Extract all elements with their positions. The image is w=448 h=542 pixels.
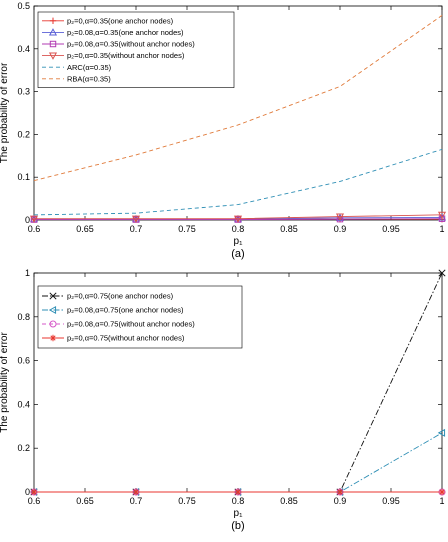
data-point	[437, 428, 446, 437]
legend-entry: ARC(α=0.35)	[67, 63, 112, 72]
y-tick-label: 0	[25, 487, 30, 497]
y-tick-label: 0.2	[17, 443, 30, 453]
y-tick-label: 0.3	[17, 87, 30, 97]
x-tick-label: 0.65	[76, 496, 94, 506]
legend-marker	[49, 334, 57, 342]
y-tick-label: 0.6	[17, 356, 30, 366]
y-tick-label: 0.1	[17, 172, 30, 182]
legend-box	[37, 11, 235, 88]
data-point	[132, 488, 140, 496]
x-tick-label: 0.8	[232, 224, 245, 234]
y-tick-label: 0.2	[17, 129, 30, 139]
legend: p₂=0,α=0.35(one anchor nodes) p₂=0.08,α=0…	[37, 11, 235, 88]
x-tick-label: 0.95	[382, 496, 400, 506]
legend-entry: RBA(α=0.35)	[67, 74, 111, 83]
data-point	[131, 215, 141, 223]
data-point	[438, 269, 446, 277]
series-line-3	[34, 218, 443, 221]
legend-entry: p₂=0.08,α=0.75(one anchor nodes)	[67, 306, 184, 315]
x-tick-label: 0.75	[178, 496, 196, 506]
data-point	[438, 488, 446, 496]
legend-marker	[48, 28, 58, 36]
legend-entry: p₂=0.08,α=0.35(without anchor nodes)	[67, 40, 195, 49]
y-tick-label: 0.8	[17, 312, 30, 322]
x-tick-label: 0.95	[382, 224, 400, 234]
x-axis-label: p₁	[234, 236, 244, 247]
x-tick-label: 0.9	[334, 224, 347, 234]
legend-entry: p₂=0.08,α=0.35(one anchor nodes)	[67, 28, 184, 37]
x-tick-label: 0.6	[28, 496, 41, 506]
data-point	[335, 213, 345, 221]
y-tick-label: 0.4	[17, 399, 30, 409]
x-tick-label: 0.75	[178, 224, 196, 234]
x-tick-label: 0.65	[76, 224, 94, 234]
panel-caption: (b)	[231, 520, 244, 532]
x-tick-label: 0.9	[334, 496, 347, 506]
data-point	[234, 488, 242, 496]
y-tick-label: 1	[25, 268, 30, 278]
data-point	[233, 215, 243, 223]
x-tick-label: 0.85	[280, 224, 298, 234]
legend-entry: p₂=0,α=0.35(without anchor nodes)	[67, 51, 185, 60]
data-point	[29, 215, 39, 223]
x-tick-label: 0.7	[130, 224, 143, 234]
y-axis-label: The probability of error	[0, 332, 10, 433]
x-tick-label: 0.8	[232, 496, 245, 506]
data-point	[437, 213, 447, 221]
panel-caption: (a)	[231, 248, 244, 260]
chart-panel-b: 0.6 0.65 0.7 0.75 0.8 0.85 0.9 0.95 1 0 0.2 0.4 0.6 0…	[0, 268, 446, 532]
data-point	[336, 488, 344, 496]
series-line-6	[33, 15, 443, 182]
legend-entry: p₂=0,α=0.75(one anchor nodes)	[67, 292, 174, 301]
x-tick-label: 0.6	[28, 224, 41, 234]
legend-box	[37, 285, 243, 349]
legend-marker	[49, 40, 57, 48]
chart-panel-a: 0.6 0.65 0.7 0.75 0.8 0.85 0.9 0.95 1 0 0.1 0.2 0.3 0…	[0, 1, 447, 260]
x-tick-label: 1	[439, 224, 444, 234]
data-point	[437, 211, 447, 220]
y-tick-label: 0.5	[17, 1, 30, 11]
legend-marker	[49, 320, 57, 328]
legend-entry: p₂=0,α=0.75(without anchor nodes)	[67, 334, 185, 343]
x-axis-label: p₁	[234, 508, 244, 519]
y-axis-label: The probability of error	[0, 62, 10, 163]
y-tick-label: 0.4	[17, 44, 30, 54]
legend-marker	[49, 17, 57, 24]
series-line-5	[33, 148, 443, 216]
y-tick-label: 0	[25, 215, 30, 225]
legend-entry: p₂=0,α=0.35(one anchor nodes)	[67, 16, 174, 25]
x-tick-label: 0.7	[130, 496, 143, 506]
legend-marker	[48, 52, 58, 60]
data-point	[438, 215, 446, 222]
x-tick-label: 0.85	[280, 496, 298, 506]
data-point	[30, 488, 38, 496]
x-tick-label: 1	[439, 496, 444, 506]
legend: p₂=0,α=0.75(one anchor nodes) p₂=0.08,α=0…	[37, 285, 243, 349]
legend-entry: p₂=0.08,α=0.75(without anchor nodes)	[67, 320, 195, 329]
legend-marker	[48, 305, 57, 315]
series-line-4	[34, 214, 443, 220]
legend-marker	[49, 292, 57, 300]
